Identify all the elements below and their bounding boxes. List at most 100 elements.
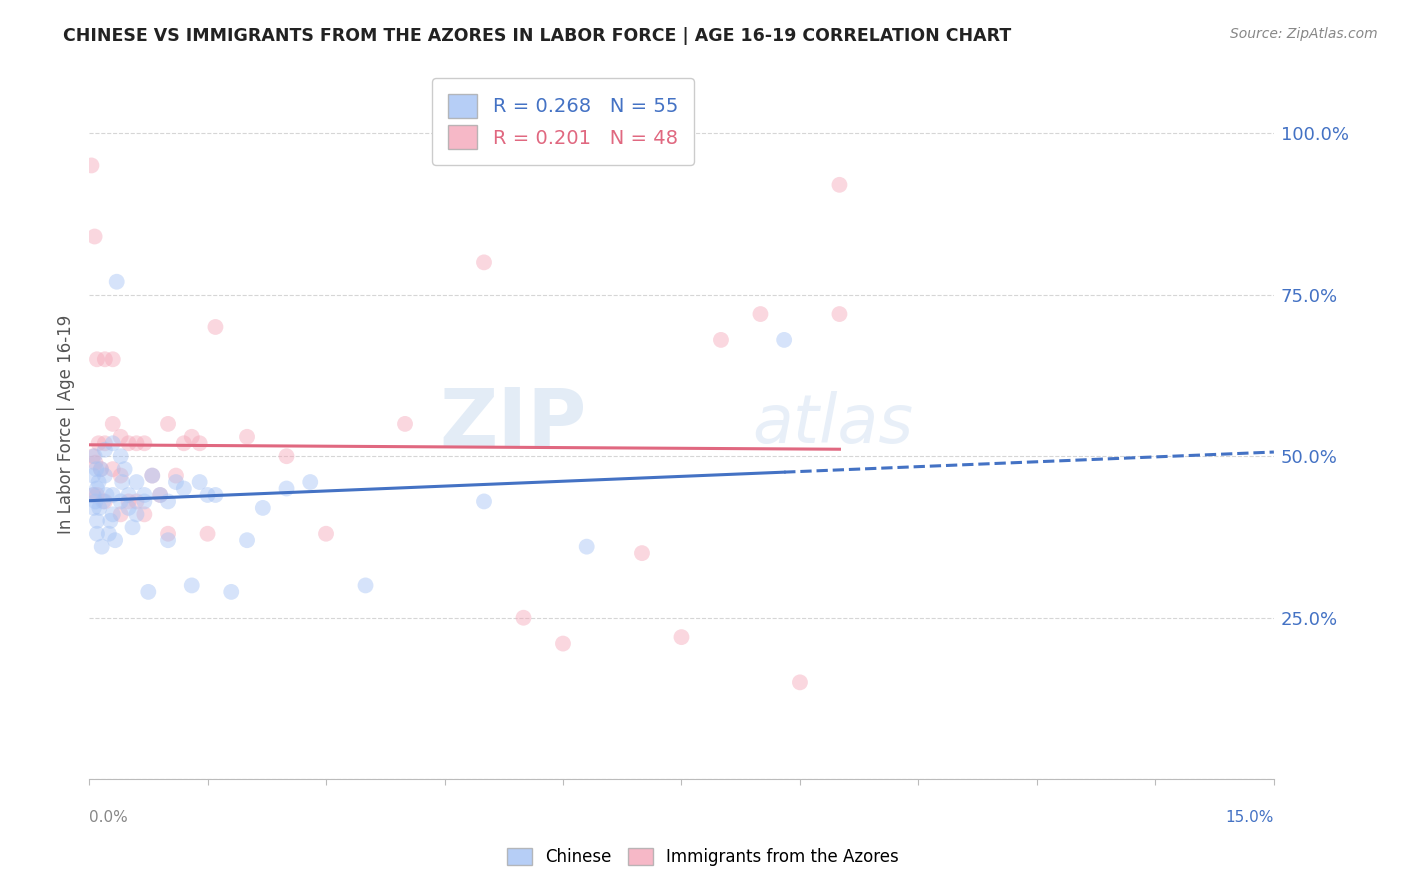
Point — [180, 430, 202, 444]
Point — [180, 578, 202, 592]
Point — [773, 333, 796, 347]
Point — [94, 352, 117, 367]
Text: CHINESE VS IMMIGRANTS FROM THE AZORES IN LABOR FORCE | AGE 16-19 CORRELATION CHA: CHINESE VS IMMIGRANTS FROM THE AZORES IN… — [63, 27, 1011, 45]
Point — [111, 475, 134, 489]
Text: ZIP: ZIP — [440, 384, 586, 463]
Point — [710, 333, 733, 347]
Point — [82, 488, 104, 502]
Text: Source: ZipAtlas.com: Source: ZipAtlas.com — [1230, 27, 1378, 41]
Point — [84, 462, 107, 476]
Point — [110, 468, 132, 483]
Point — [789, 675, 811, 690]
Point — [82, 449, 104, 463]
Point — [125, 475, 148, 489]
Point — [671, 630, 693, 644]
Point — [141, 468, 163, 483]
Point — [125, 436, 148, 450]
Point — [101, 462, 124, 476]
Point — [219, 585, 242, 599]
Point — [86, 514, 108, 528]
Point — [165, 475, 187, 489]
Point — [125, 508, 148, 522]
Point — [354, 578, 377, 592]
Point — [134, 508, 156, 522]
Point — [157, 494, 180, 508]
Point — [575, 540, 598, 554]
Point — [94, 494, 117, 508]
Point — [236, 430, 259, 444]
Point — [117, 488, 139, 502]
Point — [197, 526, 219, 541]
Point — [101, 352, 124, 367]
Point — [94, 436, 117, 450]
Point — [828, 307, 851, 321]
Point — [236, 533, 259, 548]
Point — [299, 475, 322, 489]
Point — [87, 436, 110, 450]
Point — [188, 436, 211, 450]
Point — [117, 494, 139, 508]
Point — [80, 158, 103, 172]
Point — [204, 488, 226, 502]
Point — [90, 462, 112, 476]
Point — [101, 436, 124, 450]
Point — [90, 540, 112, 554]
Point — [276, 449, 298, 463]
Point — [83, 488, 105, 502]
Point — [101, 417, 124, 431]
Point — [86, 482, 108, 496]
Point — [165, 468, 187, 483]
Point — [94, 442, 117, 457]
Point — [84, 456, 107, 470]
Point — [157, 526, 180, 541]
Point — [97, 526, 120, 541]
Point — [117, 500, 139, 515]
Point — [149, 488, 172, 502]
Point — [315, 526, 337, 541]
Point — [173, 482, 195, 496]
Point — [134, 436, 156, 450]
Point — [100, 514, 122, 528]
Point — [136, 585, 159, 599]
Point — [134, 494, 156, 508]
Point — [101, 508, 124, 522]
Point — [89, 500, 111, 515]
Point — [551, 637, 574, 651]
Point — [204, 320, 226, 334]
Point — [86, 488, 108, 502]
Point — [141, 468, 163, 483]
Point — [110, 430, 132, 444]
Point — [84, 494, 107, 508]
Point — [749, 307, 772, 321]
Point — [157, 533, 180, 548]
Point — [828, 178, 851, 192]
Point — [114, 462, 136, 476]
Point — [157, 417, 180, 431]
Point — [83, 500, 105, 515]
Point — [197, 488, 219, 502]
Text: atlas: atlas — [752, 391, 914, 457]
Point — [83, 229, 105, 244]
Point — [90, 462, 112, 476]
Text: 15.0%: 15.0% — [1226, 810, 1274, 825]
Y-axis label: In Labor Force | Age 16-19: In Labor Force | Age 16-19 — [58, 314, 75, 533]
Point — [101, 488, 124, 502]
Legend: R = 0.268   N = 55, R = 0.201   N = 48: R = 0.268 N = 55, R = 0.201 N = 48 — [433, 78, 693, 165]
Point — [105, 275, 128, 289]
Point — [86, 526, 108, 541]
Point — [472, 494, 495, 508]
Point — [96, 488, 118, 502]
Point — [512, 611, 534, 625]
Point — [631, 546, 654, 560]
Point — [83, 449, 105, 463]
Legend: Chinese, Immigrants from the Azores: Chinese, Immigrants from the Azores — [499, 840, 907, 875]
Point — [276, 482, 298, 496]
Point — [117, 436, 139, 450]
Point — [252, 500, 274, 515]
Point — [82, 468, 104, 483]
Point — [121, 520, 143, 534]
Point — [472, 255, 495, 269]
Point — [125, 494, 148, 508]
Point — [394, 417, 416, 431]
Point — [149, 488, 172, 502]
